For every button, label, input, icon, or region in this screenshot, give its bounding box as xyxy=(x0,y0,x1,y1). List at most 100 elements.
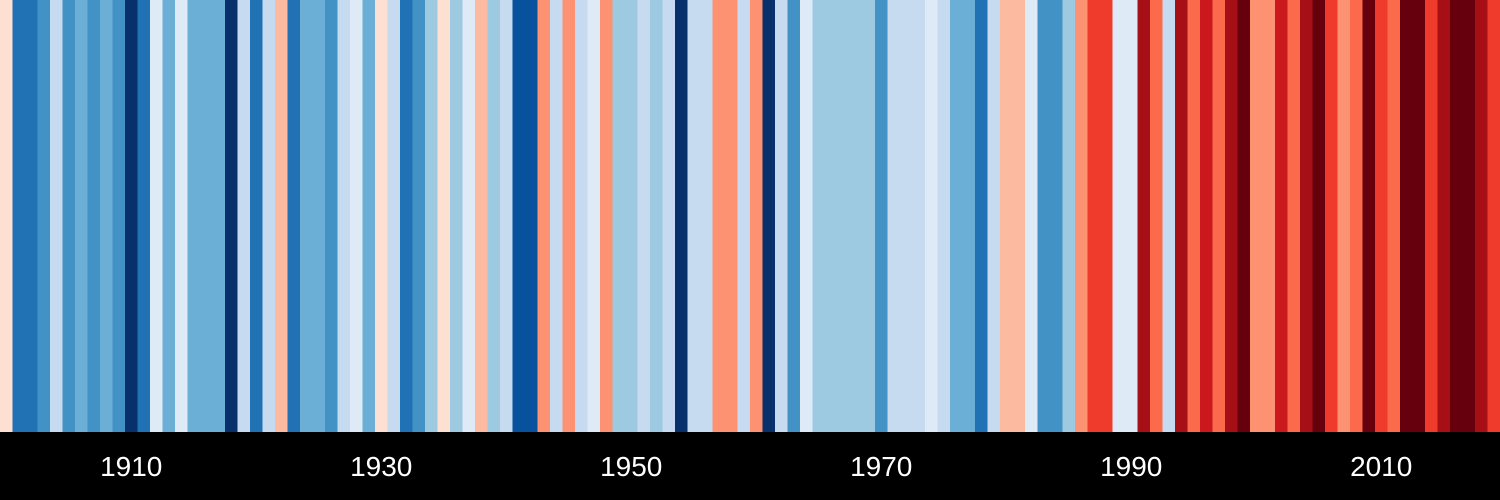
stripe-1919 xyxy=(237,0,251,432)
stripe-2014 xyxy=(1425,0,1439,432)
stripe-1929 xyxy=(362,0,376,432)
stripe-1967 xyxy=(837,0,851,432)
stripe-1995 xyxy=(1187,0,1201,432)
stripe-1959 xyxy=(737,0,751,432)
stripe-2010 xyxy=(1375,0,1389,432)
stripe-1943 xyxy=(537,0,551,432)
stripe-1915 xyxy=(187,0,201,432)
stripe-2005 xyxy=(1312,0,1326,432)
stripe-1925 xyxy=(312,0,326,432)
x-tick-label-1950: 1950 xyxy=(600,451,662,482)
stripe-1905 xyxy=(62,0,76,432)
stripe-1921 xyxy=(262,0,276,432)
stripe-2006 xyxy=(1325,0,1339,432)
stripe-1954 xyxy=(675,0,689,432)
stripe-2001 xyxy=(1262,0,1276,432)
stripe-1903 xyxy=(37,0,51,432)
stripe-1909 xyxy=(112,0,126,432)
stripe-1983 xyxy=(1037,0,1051,432)
stripe-1936 xyxy=(450,0,464,432)
stripe-1934 xyxy=(425,0,439,432)
stripe-1948 xyxy=(600,0,614,432)
stripe-2003 xyxy=(1287,0,1301,432)
stripe-1935 xyxy=(437,0,451,432)
stripe-1924 xyxy=(300,0,314,432)
stripe-1980 xyxy=(1000,0,1014,432)
stripe-1966 xyxy=(825,0,839,432)
stripe-2018 xyxy=(1475,0,1489,432)
stripe-1985 xyxy=(1062,0,1076,432)
stripe-1993 xyxy=(1162,0,1176,432)
stripe-1918 xyxy=(225,0,239,432)
stripe-1908 xyxy=(100,0,114,432)
stripe-2009 xyxy=(1362,0,1376,432)
stripe-1933 xyxy=(412,0,426,432)
stripe-1989 xyxy=(1112,0,1126,432)
stripe-1990 xyxy=(1125,0,1139,432)
stripe-1975 xyxy=(937,0,951,432)
stripe-1972 xyxy=(900,0,914,432)
stripe-1974 xyxy=(925,0,939,432)
stripe-1912 xyxy=(150,0,164,432)
stripe-1964 xyxy=(800,0,814,432)
stripe-1911 xyxy=(137,0,151,432)
stripe-1957 xyxy=(712,0,726,432)
stripe-1902 xyxy=(25,0,39,432)
stripe-1953 xyxy=(662,0,676,432)
stripe-1938 xyxy=(475,0,489,432)
stripe-1988 xyxy=(1100,0,1114,432)
stripe-1926 xyxy=(325,0,339,432)
stripe-1978 xyxy=(975,0,989,432)
stripe-1930 xyxy=(375,0,389,432)
stripe-2004 xyxy=(1300,0,1314,432)
stripe-1996 xyxy=(1200,0,1214,432)
stripe-1940 xyxy=(500,0,514,432)
stripe-1955 xyxy=(687,0,701,432)
stripe-1950 xyxy=(625,0,639,432)
stripe-1941 xyxy=(512,0,526,432)
stripe-2012 xyxy=(1400,0,1414,432)
stripe-1960 xyxy=(750,0,764,432)
stripe-1969 xyxy=(862,0,876,432)
stripe-1906 xyxy=(75,0,89,432)
stripe-1958 xyxy=(725,0,739,432)
stripe-1932 xyxy=(400,0,414,432)
stripe-1961 xyxy=(762,0,776,432)
stripe-1928 xyxy=(350,0,364,432)
stripe-1914 xyxy=(175,0,189,432)
stripe-1971 xyxy=(887,0,901,432)
stripe-2016 xyxy=(1450,0,1464,432)
stripe-1981 xyxy=(1012,0,1026,432)
stripe-1904 xyxy=(50,0,64,432)
stripe-1984 xyxy=(1050,0,1064,432)
stripe-1979 xyxy=(987,0,1001,432)
stripe-1987 xyxy=(1087,0,1101,432)
stripe-1900 xyxy=(0,0,14,432)
stripe-1982 xyxy=(1025,0,1039,432)
stripe-1968 xyxy=(850,0,864,432)
stripe-1913 xyxy=(162,0,176,432)
stripe-1945 xyxy=(562,0,576,432)
stripe-1952 xyxy=(650,0,664,432)
stripe-1916 xyxy=(200,0,214,432)
stripe-1946 xyxy=(575,0,589,432)
stripe-1973 xyxy=(912,0,926,432)
x-tick-label-1970: 1970 xyxy=(850,451,912,482)
stripe-1991 xyxy=(1137,0,1151,432)
stripe-1931 xyxy=(387,0,401,432)
stripe-2002 xyxy=(1275,0,1289,432)
stripe-1937 xyxy=(462,0,476,432)
stripe-1944 xyxy=(550,0,564,432)
x-tick-label-1930: 1930 xyxy=(350,451,412,482)
stripe-1917 xyxy=(212,0,226,432)
stripe-1901 xyxy=(12,0,26,432)
stripe-1956 xyxy=(700,0,714,432)
x-axis-tick-labels: 1910 1930 1950 1970 1990 2010 xyxy=(100,451,1412,482)
stripe-2017 xyxy=(1462,0,1476,432)
stripe-1939 xyxy=(487,0,501,432)
stripe-1923 xyxy=(287,0,301,432)
x-tick-label-2010: 2010 xyxy=(1350,451,1412,482)
stripe-1942 xyxy=(525,0,539,432)
